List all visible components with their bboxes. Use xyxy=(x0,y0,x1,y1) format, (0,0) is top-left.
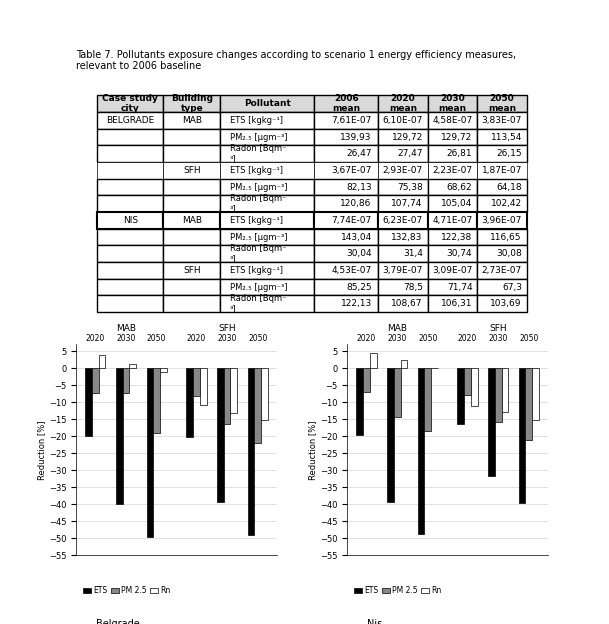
Bar xyxy=(519,368,526,504)
Bar xyxy=(532,368,539,419)
Bar xyxy=(526,368,532,440)
Bar xyxy=(424,368,431,431)
Bar xyxy=(85,368,92,436)
Text: 2050: 2050 xyxy=(519,334,538,343)
Bar xyxy=(356,368,363,434)
Legend: ETS, PM 2.5, Rn: ETS, PM 2.5, Rn xyxy=(351,583,445,598)
Bar xyxy=(217,368,224,502)
Bar xyxy=(457,368,464,424)
Legend: ETS, PM 2.5, Rn: ETS, PM 2.5, Rn xyxy=(80,583,174,598)
Text: 2050: 2050 xyxy=(147,334,166,343)
Text: Belgrade: Belgrade xyxy=(96,618,140,624)
Bar xyxy=(394,368,401,417)
Text: 2020: 2020 xyxy=(458,334,477,343)
Bar xyxy=(387,368,394,502)
Text: MAB: MAB xyxy=(387,323,407,333)
Bar xyxy=(116,368,122,504)
Y-axis label: Reduction [%]: Reduction [%] xyxy=(37,420,46,480)
Text: Nis: Nis xyxy=(367,618,382,624)
Text: SFH: SFH xyxy=(490,323,507,333)
Bar xyxy=(92,368,99,393)
Bar xyxy=(471,368,477,406)
Text: 2050: 2050 xyxy=(248,334,267,343)
Bar xyxy=(224,368,230,424)
Bar xyxy=(122,368,129,393)
Bar xyxy=(230,368,237,413)
Bar xyxy=(129,364,136,368)
Bar xyxy=(464,368,471,395)
Text: 2030: 2030 xyxy=(217,334,237,343)
Text: SFH: SFH xyxy=(218,323,236,333)
Bar xyxy=(255,368,261,443)
Bar xyxy=(160,368,167,373)
Bar xyxy=(147,368,153,537)
Bar xyxy=(261,368,268,420)
Bar xyxy=(193,368,200,396)
Text: 2020: 2020 xyxy=(86,334,105,343)
Text: 2030: 2030 xyxy=(387,334,407,343)
Text: Table 7. Pollutants exposure changes according to scenario 1 energy efficiency m: Table 7. Pollutants exposure changes acc… xyxy=(76,50,516,71)
Bar xyxy=(502,368,509,412)
Y-axis label: Reduction [%]: Reduction [%] xyxy=(308,420,317,480)
Bar xyxy=(200,368,206,406)
Bar xyxy=(495,368,502,422)
Text: 2020: 2020 xyxy=(357,334,376,343)
Bar xyxy=(186,368,193,437)
Bar xyxy=(248,368,255,535)
Text: 2030: 2030 xyxy=(488,334,508,343)
Text: 2020: 2020 xyxy=(187,334,206,343)
Text: 2030: 2030 xyxy=(116,334,136,343)
Bar xyxy=(488,368,495,477)
Text: 2050: 2050 xyxy=(418,334,437,343)
Bar xyxy=(370,353,376,368)
Bar xyxy=(153,368,160,432)
Bar xyxy=(418,368,424,534)
Bar xyxy=(401,361,407,368)
Text: MAB: MAB xyxy=(116,323,136,333)
Bar xyxy=(363,368,370,392)
Bar xyxy=(99,355,105,368)
